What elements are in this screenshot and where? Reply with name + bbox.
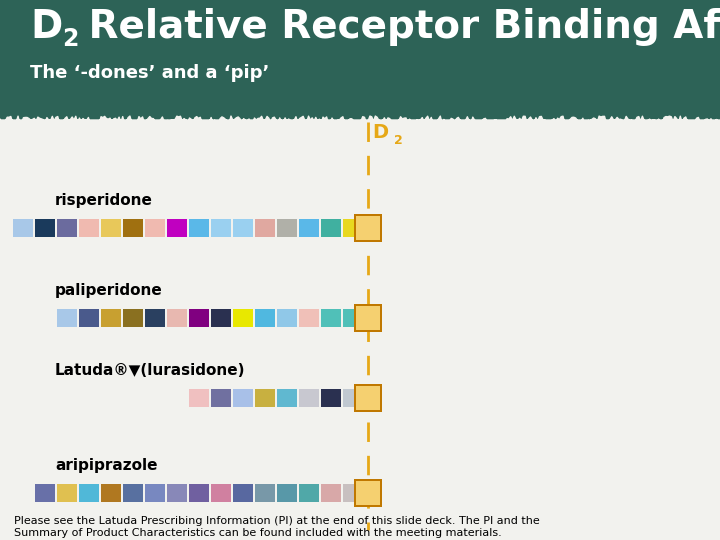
Text: paliperidone: paliperidone xyxy=(55,283,163,298)
Bar xyxy=(255,484,275,502)
Bar xyxy=(321,309,341,327)
Text: aripiprazole: aripiprazole xyxy=(55,458,158,473)
Bar xyxy=(79,309,99,327)
Bar xyxy=(233,309,253,327)
Bar xyxy=(255,389,275,407)
Text: 2: 2 xyxy=(394,134,402,147)
Bar xyxy=(255,219,275,237)
Bar xyxy=(277,389,297,407)
Bar xyxy=(356,386,380,410)
Bar xyxy=(101,219,121,237)
Bar xyxy=(167,309,187,327)
Bar xyxy=(277,309,297,327)
Bar xyxy=(57,219,77,237)
Bar xyxy=(299,389,319,407)
Bar xyxy=(299,484,319,502)
Bar xyxy=(354,214,382,242)
Bar xyxy=(0,0,720,120)
Bar xyxy=(123,484,143,502)
Bar xyxy=(299,219,319,237)
Bar xyxy=(356,216,380,240)
Bar xyxy=(145,484,165,502)
Text: D: D xyxy=(30,8,62,46)
Bar xyxy=(35,219,55,237)
Text: Latuda®▼(lurasidone): Latuda®▼(lurasidone) xyxy=(55,363,246,378)
Bar xyxy=(123,219,143,237)
Bar xyxy=(255,309,275,327)
Bar xyxy=(57,484,77,502)
Bar xyxy=(354,304,382,332)
Bar xyxy=(233,484,253,502)
Bar xyxy=(343,389,363,407)
Bar xyxy=(321,219,341,237)
Bar xyxy=(321,484,341,502)
Bar xyxy=(101,309,121,327)
Bar xyxy=(299,309,319,327)
Bar xyxy=(57,309,77,327)
Bar xyxy=(145,309,165,327)
Bar xyxy=(343,309,363,327)
Bar xyxy=(354,384,382,412)
Text: The ‘-dones’ and a ‘pip’: The ‘-dones’ and a ‘pip’ xyxy=(30,64,269,82)
Text: Relative Receptor Binding Affinity: Relative Receptor Binding Affinity xyxy=(75,8,720,46)
Bar xyxy=(356,481,380,505)
Text: Please see the Latuda Prescribing Information (PI) at the end of this slide deck: Please see the Latuda Prescribing Inform… xyxy=(14,516,540,538)
Bar xyxy=(277,219,297,237)
Bar xyxy=(343,484,363,502)
Bar xyxy=(233,219,253,237)
Bar xyxy=(354,479,382,507)
Text: 2: 2 xyxy=(62,27,78,51)
Bar xyxy=(343,219,363,237)
Bar xyxy=(123,309,143,327)
Bar xyxy=(277,484,297,502)
Bar xyxy=(233,389,253,407)
Bar xyxy=(189,309,209,327)
Bar xyxy=(167,484,187,502)
Bar xyxy=(79,219,99,237)
Bar xyxy=(189,484,209,502)
Bar xyxy=(211,389,231,407)
Bar xyxy=(167,219,187,237)
Text: risperidone: risperidone xyxy=(55,193,153,208)
Text: D: D xyxy=(372,123,388,142)
Bar xyxy=(211,484,231,502)
Bar xyxy=(211,309,231,327)
Bar xyxy=(211,219,231,237)
Bar xyxy=(101,484,121,502)
Bar xyxy=(35,484,55,502)
Bar xyxy=(321,389,341,407)
Bar xyxy=(79,484,99,502)
Bar xyxy=(356,306,380,330)
Bar xyxy=(189,389,209,407)
Bar xyxy=(189,219,209,237)
Bar xyxy=(13,219,33,237)
Bar xyxy=(145,219,165,237)
